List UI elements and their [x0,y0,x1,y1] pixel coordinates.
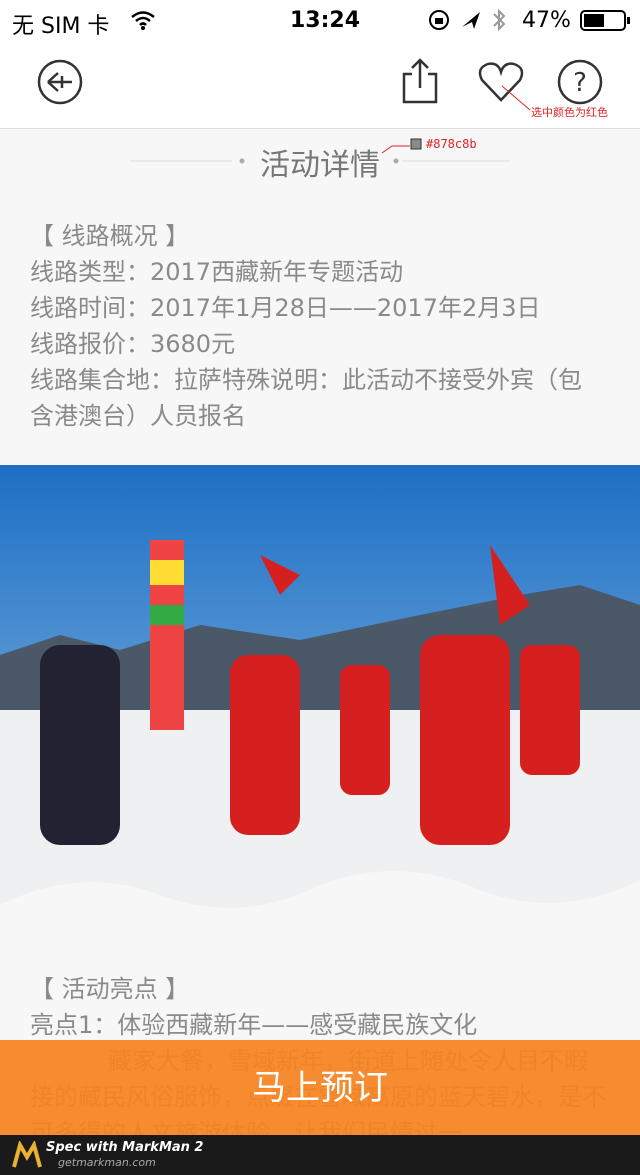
info-line: 线路集合地：拉萨特殊说明：此活动不接受外宾（包含港澳台）人员报名 [30,366,582,430]
brand: Spec with MarkMan 2 [46,1140,204,1155]
highlight-item: 亮点1：体验西藏新年——感受藏民族文化 [30,1011,478,1039]
status-bar: 无 SIM 卡 13:24 47% [0,0,640,40]
heading: 【 线路概况 】 [30,222,190,250]
activity-photo [0,465,640,943]
markman-footer: Spec with MarkMan 2 getmarkman.com [0,1135,640,1175]
annotation: #878c8b [426,137,477,151]
share-button[interactable] [400,58,440,104]
info-line: 线路报价：3680元 [30,330,236,358]
battery-icon [580,10,630,31]
svg-text:?: ? [573,68,587,98]
markman-logo [12,1141,42,1168]
status-icons [429,9,506,31]
route-info: 【 线路概况 】 线路类型：2017西藏新年专题活动 线路时间：2017年1月2… [30,218,620,434]
annotation: 选中颜色为红色 [531,106,608,119]
brand-url: getmarkman.com [58,1156,156,1169]
section-title: 活动详情 [260,148,380,183]
info-line: 线路类型：2017西藏新年专题活动 [30,258,404,286]
wifi-icon [131,11,155,30]
help-button[interactable]: ? [556,58,604,106]
note-arrow [501,85,531,111]
favorite-button[interactable] [476,60,526,104]
battery-text: 47% [522,8,571,33]
nav-bar: ? 选中颜色为红色 [0,40,640,129]
section-divider [130,138,510,164]
carrier: 无 SIM 卡 [12,14,110,39]
info-line: 线路时间：2017年1月28日——2017年2月3日 [30,294,541,322]
back-button[interactable] [36,58,84,106]
clock: 13:24 [290,8,361,33]
book-button[interactable]: 马上预订 [0,1040,640,1136]
heading: 【 活动亮点 】 [30,975,190,1003]
